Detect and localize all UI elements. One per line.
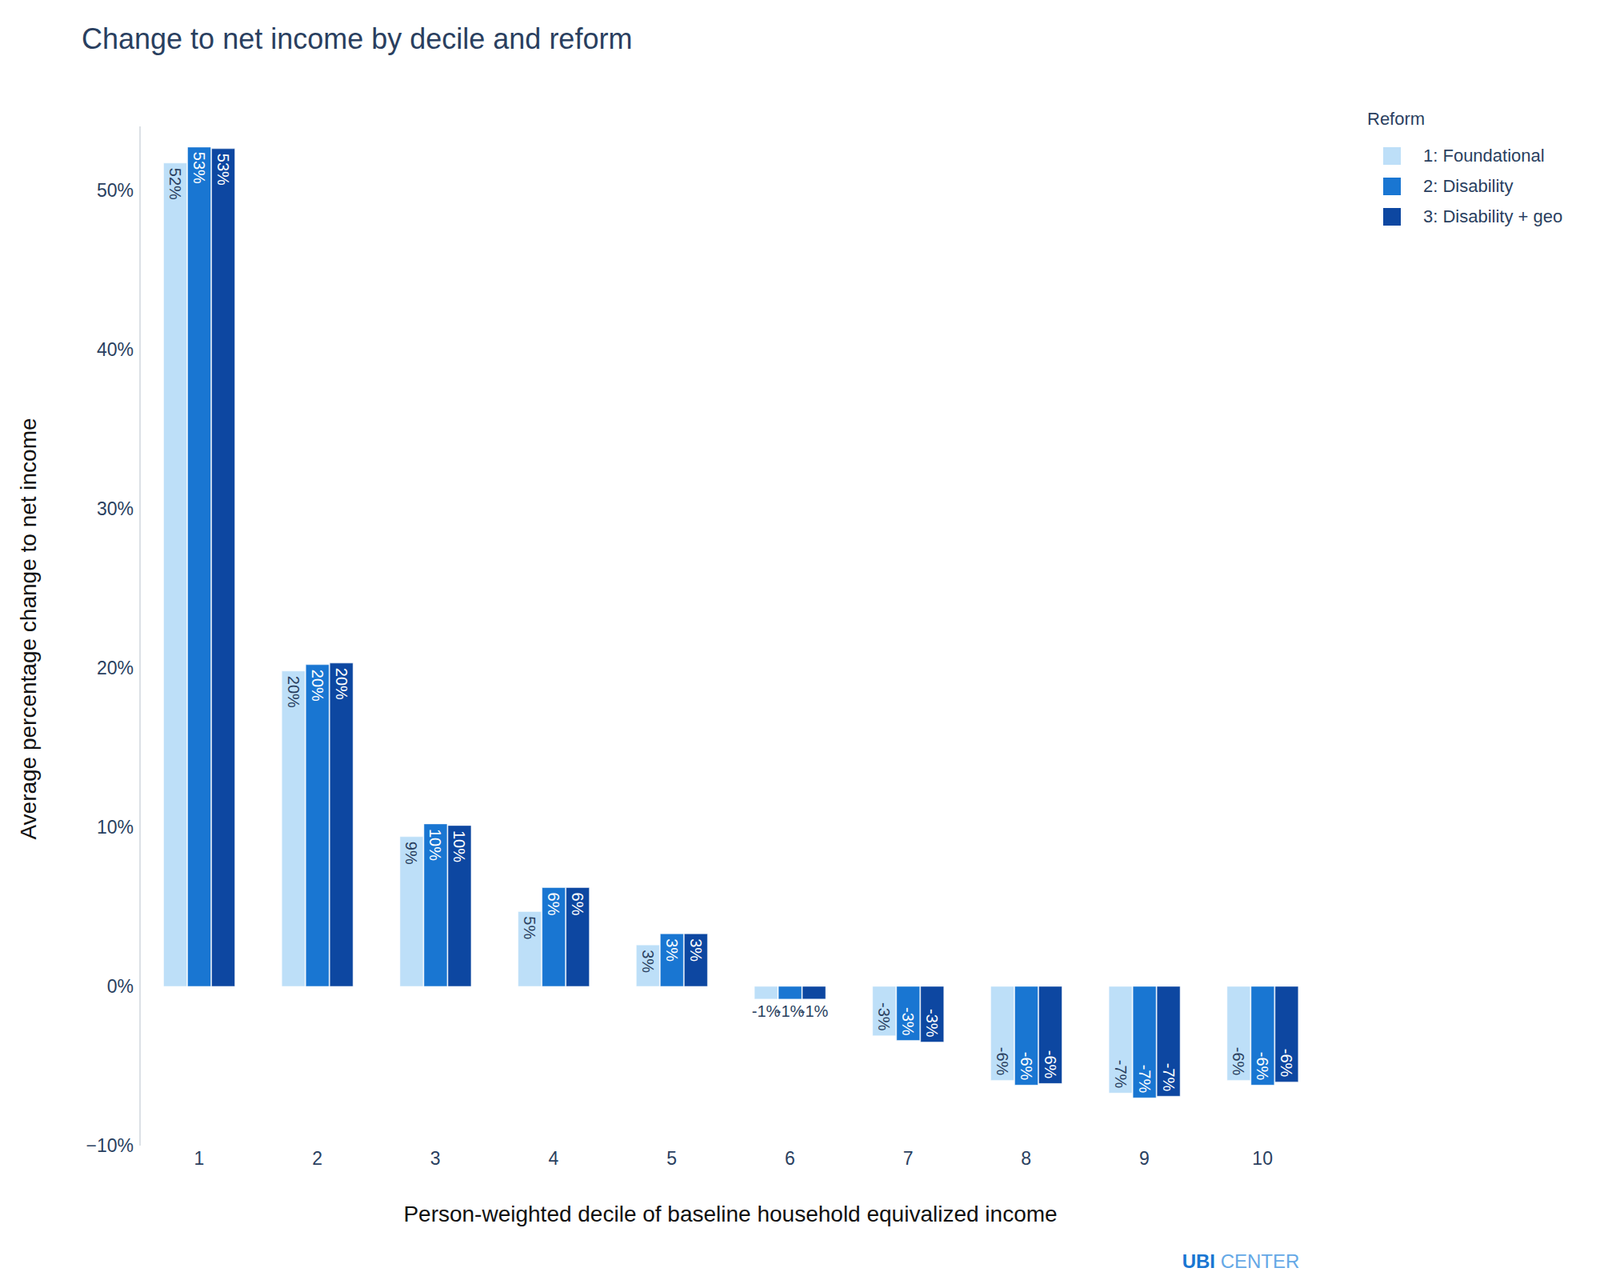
svg-text:-6%: -6% bbox=[1041, 1050, 1060, 1080]
svg-text:-1%: -1% bbox=[751, 1002, 781, 1020]
svg-text:3: 3 bbox=[430, 1148, 441, 1169]
svg-text:3%: 3% bbox=[687, 938, 705, 962]
svg-text:-3%: -3% bbox=[923, 1008, 941, 1038]
svg-text:52%: 52% bbox=[166, 168, 184, 200]
svg-text:7: 7 bbox=[903, 1148, 914, 1169]
svg-text:-6%: -6% bbox=[993, 1047, 1012, 1076]
svg-text:-7%: -7% bbox=[1160, 1063, 1178, 1092]
html-text:Reform: Reform bbox=[1367, 108, 1425, 129]
html-text:3: Disability + geo: 3: Disability + geo bbox=[1423, 206, 1563, 227]
svg-text:53%: 53% bbox=[190, 152, 208, 184]
svg-text:20%: 20% bbox=[332, 668, 351, 700]
svg-text:-7%: -7% bbox=[1112, 1060, 1130, 1089]
svg-text:-6%: -6% bbox=[1017, 1052, 1036, 1081]
svg-text:4: 4 bbox=[548, 1148, 560, 1169]
svg-text:5: 5 bbox=[666, 1148, 677, 1169]
svg-text:20%: 20% bbox=[308, 669, 327, 702]
html-text:Average percentage change to n: Average percentage change to net income bbox=[16, 417, 41, 840]
svg-text:20%: 20% bbox=[96, 657, 134, 679]
svg-text:8: 8 bbox=[1020, 1148, 1032, 1169]
html-text:1: Foundational: 1: Foundational bbox=[1423, 145, 1545, 166]
svg-text:-6%: -6% bbox=[1253, 1052, 1272, 1081]
svg-text:-6%: -6% bbox=[1277, 1048, 1296, 1078]
svg-text:1: 1 bbox=[193, 1148, 204, 1169]
svg-text:3%: 3% bbox=[639, 949, 657, 973]
svg-text:53%: 53% bbox=[214, 153, 232, 186]
svg-text:40%: 40% bbox=[96, 339, 134, 360]
html-text:UBI CENTER: UBI CENTER bbox=[1182, 1250, 1300, 1272]
svg-text:−10%: −10% bbox=[86, 1135, 134, 1156]
html-text:Person-weighted decile of base: Person-weighted decile of baseline house… bbox=[403, 1201, 1058, 1227]
html-text:Change to net income by decile: Change to net income by decile and refor… bbox=[81, 22, 633, 56]
svg-text:10%: 10% bbox=[450, 830, 468, 863]
svg-text:-1%: -1% bbox=[775, 1002, 805, 1020]
svg-text:-3%: -3% bbox=[899, 1007, 917, 1036]
svg-text:20%: 20% bbox=[284, 676, 303, 708]
svg-text:-1%: -1% bbox=[800, 1002, 829, 1020]
svg-text:9%: 9% bbox=[402, 841, 420, 865]
html-text:2: Disability: 2: Disability bbox=[1423, 176, 1514, 196]
svg-text:-7%: -7% bbox=[1136, 1064, 1154, 1094]
svg-text:10%: 10% bbox=[96, 816, 134, 838]
svg-text:-3%: -3% bbox=[875, 1002, 893, 1032]
svg-text:6: 6 bbox=[784, 1148, 796, 1169]
svg-text:2: 2 bbox=[312, 1148, 323, 1169]
svg-text:10%: 10% bbox=[426, 828, 444, 861]
svg-text:0%: 0% bbox=[107, 976, 134, 997]
svg-text:30%: 30% bbox=[96, 498, 134, 520]
svg-text:10: 10 bbox=[1252, 1148, 1273, 1169]
svg-text:9: 9 bbox=[1139, 1148, 1150, 1169]
svg-text:5%: 5% bbox=[520, 916, 539, 940]
svg-text:-6%: -6% bbox=[1229, 1047, 1248, 1076]
svg-text:6%: 6% bbox=[568, 892, 587, 916]
svg-text:6%: 6% bbox=[544, 892, 563, 916]
svg-text:3%: 3% bbox=[663, 938, 681, 962]
svg-text:50%: 50% bbox=[96, 180, 134, 201]
